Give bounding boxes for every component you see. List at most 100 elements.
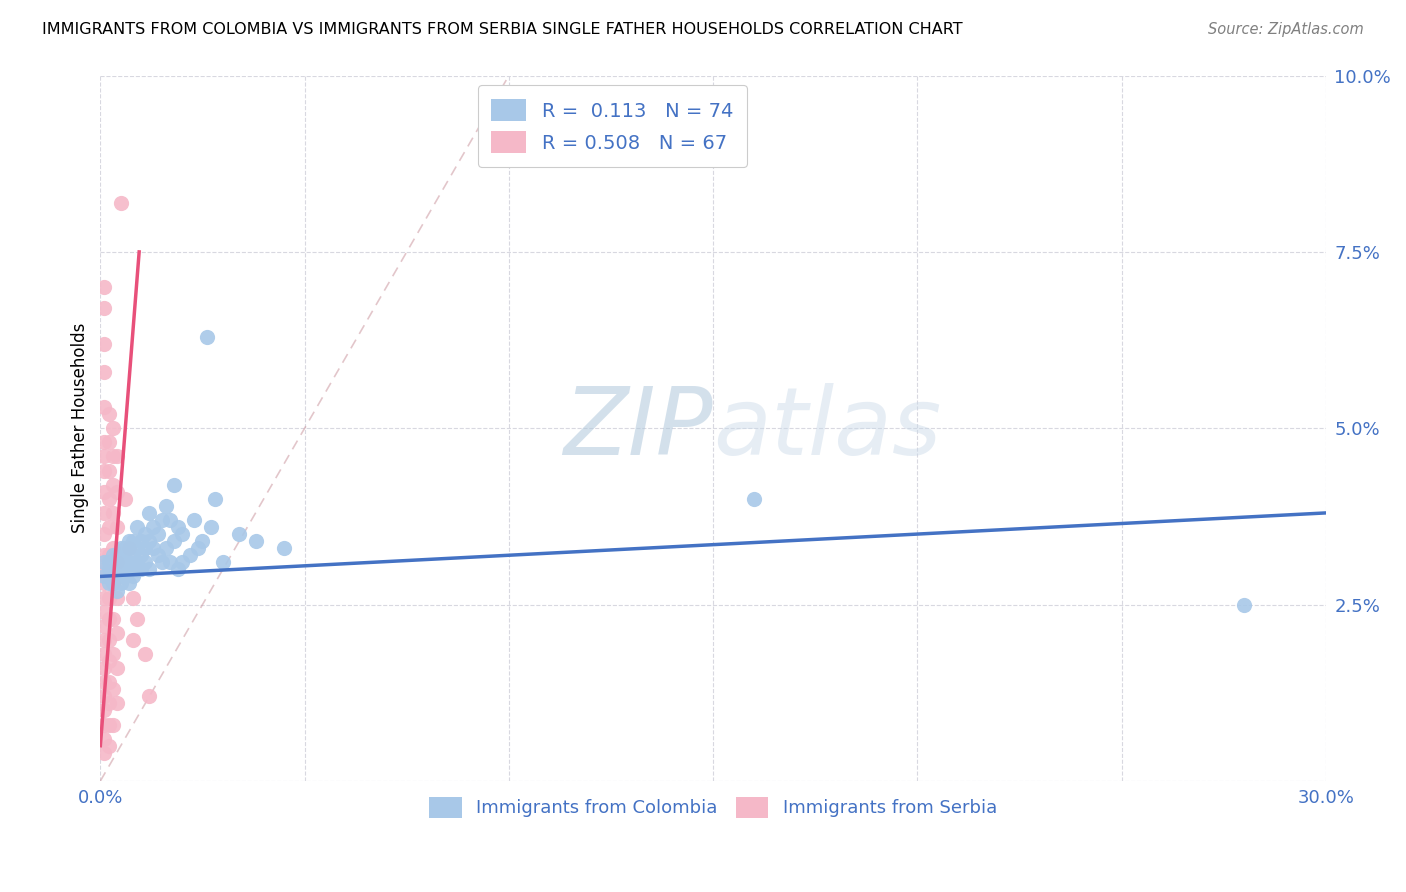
Point <box>134 555 156 569</box>
Point <box>97 576 120 591</box>
Point <box>93 435 115 450</box>
Point <box>122 534 145 549</box>
Point <box>93 555 115 569</box>
Point <box>114 555 136 569</box>
Point <box>93 619 115 633</box>
Point <box>159 513 181 527</box>
Point <box>97 717 120 731</box>
Point <box>101 477 124 491</box>
Point <box>93 675 115 690</box>
Point <box>114 569 136 583</box>
Point <box>93 562 115 576</box>
Point <box>146 548 169 562</box>
Point <box>167 562 190 576</box>
Point <box>97 697 120 711</box>
Point <box>97 491 120 506</box>
Point <box>93 400 115 414</box>
Point <box>105 484 128 499</box>
Y-axis label: Single Father Households: Single Father Households <box>72 323 89 533</box>
Point <box>101 576 124 591</box>
Point <box>97 591 120 605</box>
Point <box>105 562 128 576</box>
Point <box>101 450 124 464</box>
Point <box>118 562 141 576</box>
Point <box>97 675 120 690</box>
Point <box>191 534 214 549</box>
Point <box>150 513 173 527</box>
Point <box>105 450 128 464</box>
Point <box>101 506 124 520</box>
Point <box>127 555 149 569</box>
Point <box>101 612 124 626</box>
Text: Source: ZipAtlas.com: Source: ZipAtlas.com <box>1208 22 1364 37</box>
Point <box>97 548 120 562</box>
Point <box>93 506 115 520</box>
Point <box>93 632 115 647</box>
Legend: Immigrants from Colombia, Immigrants from Serbia: Immigrants from Colombia, Immigrants fro… <box>422 789 1004 825</box>
Point <box>97 407 120 421</box>
Point <box>110 548 132 562</box>
Point <box>93 690 115 704</box>
Point <box>110 555 132 569</box>
Point <box>105 661 128 675</box>
Point <box>114 491 136 506</box>
Text: IMMIGRANTS FROM COLOMBIA VS IMMIGRANTS FROM SERBIA SINGLE FATHER HOUSEHOLDS CORR: IMMIGRANTS FROM COLOMBIA VS IMMIGRANTS F… <box>42 22 963 37</box>
Point <box>129 548 152 562</box>
Point <box>97 739 120 753</box>
Point <box>163 477 186 491</box>
Point <box>127 541 149 556</box>
Point <box>97 464 120 478</box>
Point <box>93 746 115 760</box>
Point <box>105 697 128 711</box>
Point <box>97 569 120 583</box>
Point <box>129 534 152 549</box>
Point <box>101 717 124 731</box>
Point <box>105 569 128 583</box>
Point <box>134 541 156 556</box>
Point <box>179 548 201 562</box>
Point <box>167 520 190 534</box>
Point <box>170 555 193 569</box>
Point <box>138 506 160 520</box>
Point <box>142 541 165 556</box>
Point <box>146 527 169 541</box>
Point <box>93 280 115 294</box>
Point <box>105 520 128 534</box>
Text: ZIP: ZIP <box>564 383 713 474</box>
Point <box>93 548 115 562</box>
Point <box>163 534 186 549</box>
Point <box>118 541 141 556</box>
Point <box>93 527 115 541</box>
Point <box>105 625 128 640</box>
Point <box>93 450 115 464</box>
Point <box>118 576 141 591</box>
Point <box>195 329 218 343</box>
Point <box>134 527 156 541</box>
Point <box>93 569 115 583</box>
Point <box>97 555 120 569</box>
Point <box>122 548 145 562</box>
Point <box>273 541 295 556</box>
Point <box>118 555 141 569</box>
Point <box>114 541 136 556</box>
Point <box>101 541 124 556</box>
Point <box>97 520 120 534</box>
Point <box>93 703 115 717</box>
Point <box>170 527 193 541</box>
Point <box>127 520 149 534</box>
Point <box>101 576 124 591</box>
Point <box>159 555 181 569</box>
Point <box>122 591 145 605</box>
Point <box>122 569 145 583</box>
Point <box>187 541 209 556</box>
Point <box>110 569 132 583</box>
Point <box>97 654 120 668</box>
Point <box>138 534 160 549</box>
Point <box>101 548 124 562</box>
Point <box>127 612 149 626</box>
Point <box>101 555 124 569</box>
Point <box>118 541 141 556</box>
Point <box>93 591 115 605</box>
Point <box>93 605 115 619</box>
Point <box>183 513 205 527</box>
